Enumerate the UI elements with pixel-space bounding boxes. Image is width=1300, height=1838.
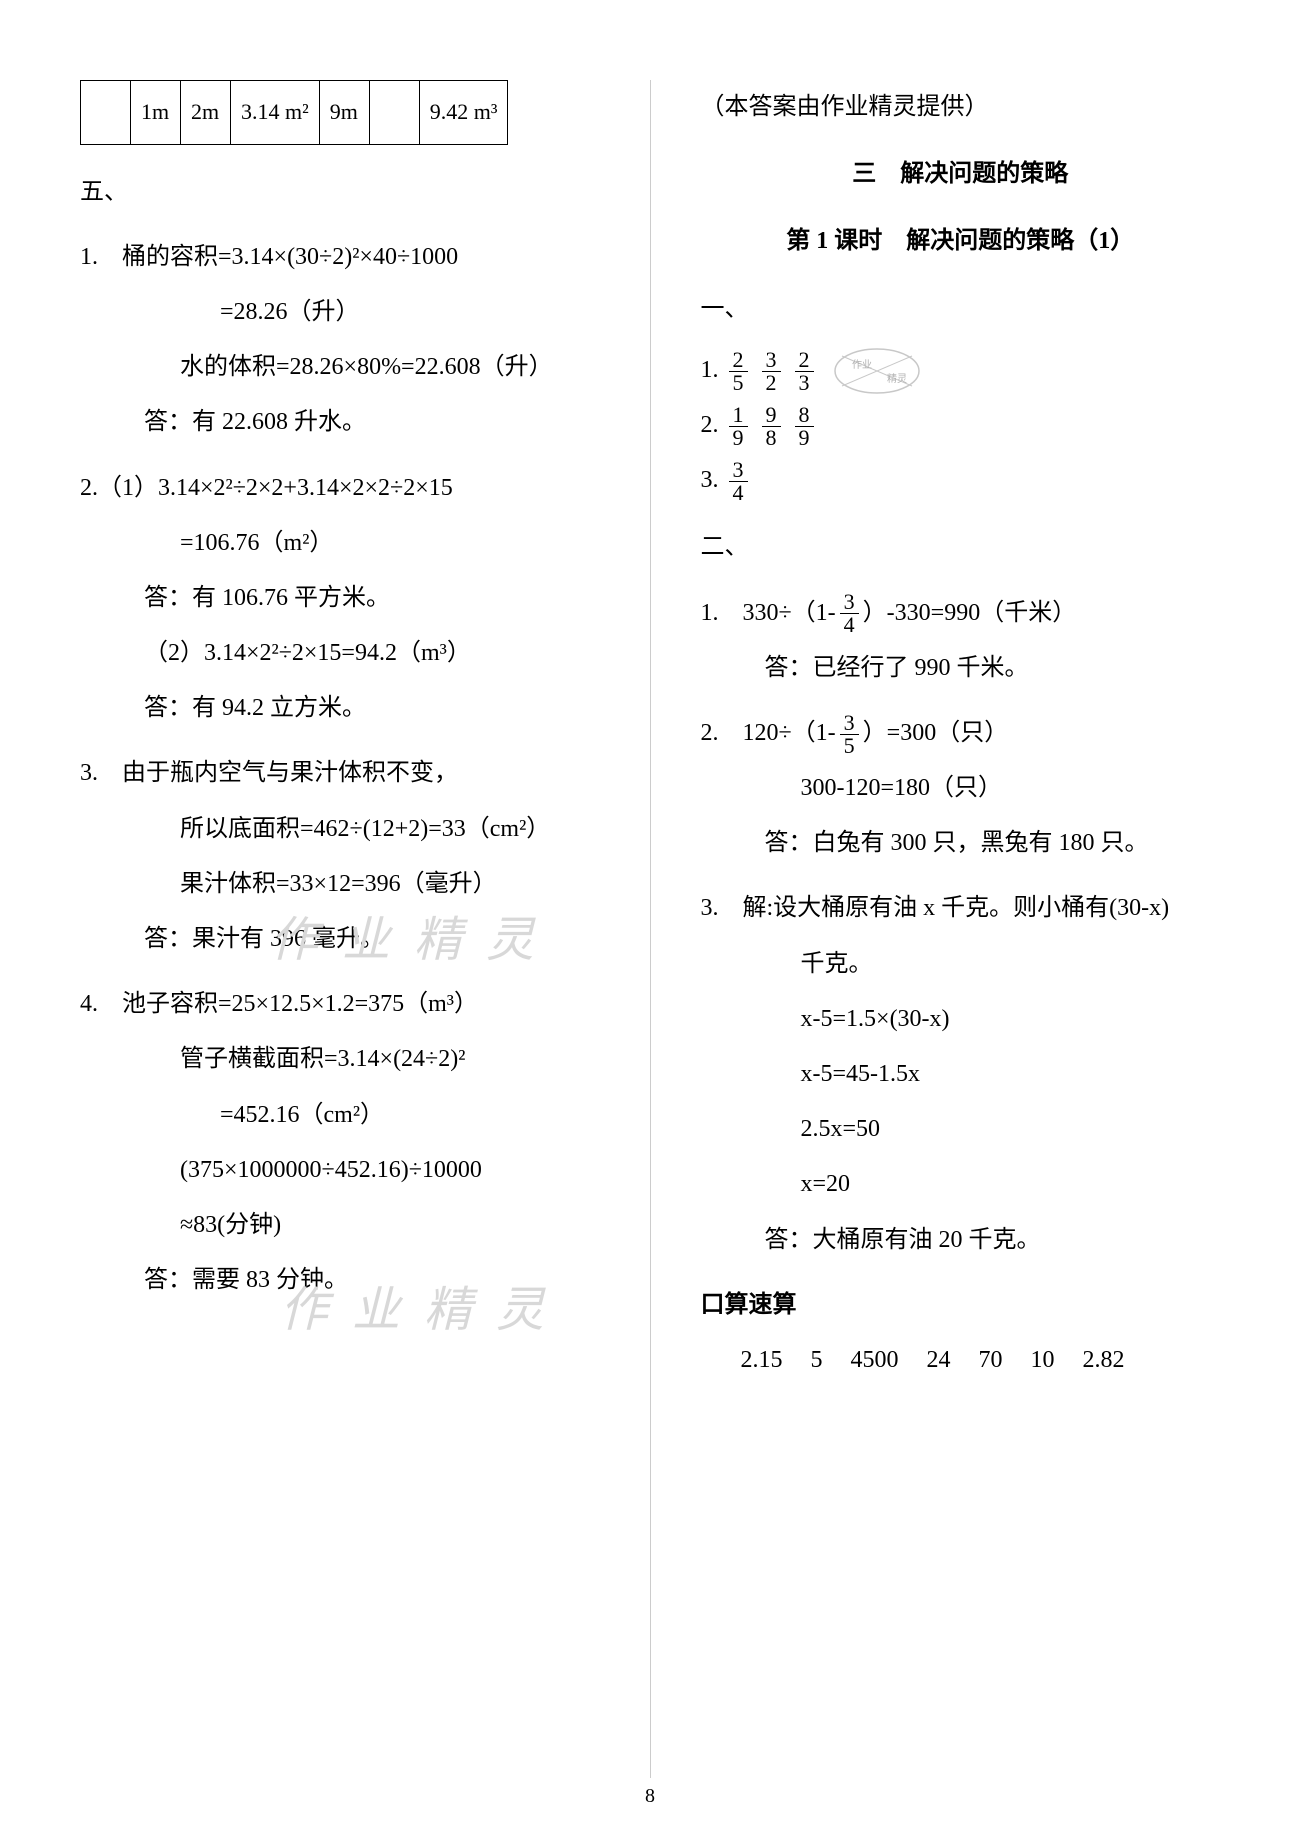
table-cell: 9.42 m³ [419, 81, 508, 145]
table-cell: 9m [319, 81, 369, 145]
table-cell: 2m [181, 81, 231, 145]
problem-3: 3. 由于瓶内空气与果汁体积不变， 所以底面积=462÷(12+2)=33（cm… [80, 746, 600, 967]
mental-value: 2.15 [741, 1333, 783, 1388]
source-text: （本答案由作业精灵提供） [701, 80, 1221, 135]
fraction-row-3: 3. 34 [701, 453, 1221, 508]
problem-line: x=20 [701, 1157, 1221, 1212]
problem-line: 水的体积=28.26×80%=22.608（升） [80, 340, 600, 395]
question-3: 3. 解:设大桶原有油 x 千克。则小桶有(30-x) 千克。 x-5=1.5×… [701, 881, 1221, 1267]
row-label: 1. [701, 357, 719, 383]
data-table: 1m 2m 3.14 m² 9m 9.42 m³ [80, 80, 508, 145]
problem-suffix: ）=300（只） [863, 720, 1009, 746]
fraction: 35 [840, 712, 859, 757]
section-one-heading: 一、 [701, 282, 1221, 337]
problem-4: 4. 池子容积=25×12.5×1.2=375（m³） 管子横截面积=3.14×… [80, 977, 600, 1308]
chapter-title: 三 解决问题的策略 [701, 147, 1221, 202]
table-cell [81, 81, 131, 145]
fraction-row-1: 1. 25 32 23 作业精灵 [701, 343, 1221, 398]
mental-value: 24 [927, 1333, 951, 1388]
mental-value: 4500 [851, 1333, 899, 1388]
problem-line: 千克。 [701, 937, 1221, 992]
lesson-title: 第 1 课时 解决问题的策略（1） [701, 214, 1221, 269]
mental-value: 2.82 [1083, 1333, 1125, 1388]
mental-value: 5 [811, 1333, 823, 1388]
mental-math-heading: 口算速算 [701, 1278, 1221, 1333]
fraction-row-2: 2. 19 98 89 [701, 398, 1221, 453]
problem-1: 1. 桶的容积=3.14×(30÷2)²×40÷1000 =28.26（升） 水… [80, 230, 600, 451]
table-cell [369, 81, 419, 145]
answer-line: 答：白兔有 300 只，黑兔有 180 只。 [701, 816, 1221, 871]
problem-2: 2.（1）3.14×2²÷2×2+3.14×2×2÷2×15 =106.76（m… [80, 461, 600, 737]
section-two-heading: 二、 [701, 520, 1221, 575]
fraction: 34 [729, 459, 748, 504]
stamp-icon: 作业精灵 [832, 346, 922, 396]
fraction: 34 [840, 591, 859, 636]
problem-prefix: 1. 330÷（1- [701, 600, 836, 626]
mental-value: 70 [979, 1333, 1003, 1388]
table-cell: 3.14 m² [231, 81, 320, 145]
problem-line: 1. 桶的容积=3.14×(30÷2)²×40÷1000 [80, 230, 600, 285]
problem-line: x-5=45-1.5x [701, 1047, 1221, 1102]
answer-line: 答：有 106.76 平方米。 [80, 571, 600, 626]
problem-line: 3. 解:设大桶原有油 x 千克。则小桶有(30-x) [701, 881, 1221, 936]
problem-line: =106.76（m²） [80, 516, 600, 571]
fraction: 89 [795, 404, 814, 449]
question-2: 2. 120÷（1-35）=300（只） 300-120=180（只） 答：白兔… [701, 706, 1221, 872]
problem-line: x-5=1.5×(30-x) [701, 992, 1221, 1047]
problem-line: 管子横截面积=3.14×(24÷2)² [80, 1032, 600, 1087]
problem-line: (375×1000000÷452.16)÷10000 [80, 1143, 600, 1198]
problem-line: 3. 由于瓶内空气与果汁体积不变， [80, 746, 600, 801]
answer-line: 答：需要 83 分钟。 [80, 1253, 600, 1308]
problem-line: （2）3.14×2²÷2×15=94.2（m³） [80, 626, 600, 681]
fraction: 19 [729, 404, 748, 449]
problem-line: 300-120=180（只） [701, 761, 1221, 816]
column-divider [650, 80, 651, 1778]
problem-line: 果汁体积=33×12=396（毫升） [80, 857, 600, 912]
answer-line: 答：有 22.608 升水。 [80, 395, 600, 450]
problem-line: 2.（1）3.14×2²÷2×2+3.14×2×2÷2×15 [80, 461, 600, 516]
svg-text:精灵: 精灵 [887, 372, 907, 385]
problem-line: 4. 池子容积=25×12.5×1.2=375（m³） [80, 977, 600, 1032]
fraction: 25 [729, 349, 748, 394]
right-column: （本答案由作业精灵提供） 三 解决问题的策略 第 1 课时 解决问题的策略（1）… [701, 80, 1221, 1778]
table-cell: 1m [131, 81, 181, 145]
mental-math-values: 2.15 5 4500 24 70 10 2.82 [701, 1333, 1221, 1388]
answer-line: 答：大桶原有油 20 千克。 [701, 1213, 1221, 1268]
fraction: 32 [762, 349, 781, 394]
page-number: 8 [645, 1785, 655, 1808]
problem-suffix: ）-330=990（千米） [863, 600, 1077, 626]
problem-line: ≈83(分钟) [80, 1198, 600, 1253]
left-column: 1m 2m 3.14 m² 9m 9.42 m³ 五、 1. 桶的容积=3.14… [80, 80, 600, 1778]
problem-line: =452.16（cm²） [80, 1088, 600, 1143]
problem-line: 2.5x=50 [701, 1102, 1221, 1157]
question-1: 1. 330÷（1-34）-330=990（千米） 答：已经行了 990 千米。 [701, 586, 1221, 696]
answer-line: 答：有 94.2 立方米。 [80, 681, 600, 736]
svg-text:作业: 作业 [852, 359, 872, 371]
fraction: 23 [795, 349, 814, 394]
section-five-heading: 五、 [80, 165, 600, 220]
row-label: 2. [701, 412, 719, 438]
mental-value: 10 [1031, 1333, 1055, 1388]
fraction: 98 [762, 404, 781, 449]
row-label: 3. [701, 467, 719, 493]
problem-prefix: 2. 120÷（1- [701, 720, 836, 746]
problem-line: =28.26（升） [80, 285, 600, 340]
answer-line: 答：果汁有 396 毫升。 [80, 912, 600, 967]
problem-line: 所以底面积=462÷(12+2)=33（cm²） [80, 802, 600, 857]
answer-line: 答：已经行了 990 千米。 [701, 641, 1221, 696]
